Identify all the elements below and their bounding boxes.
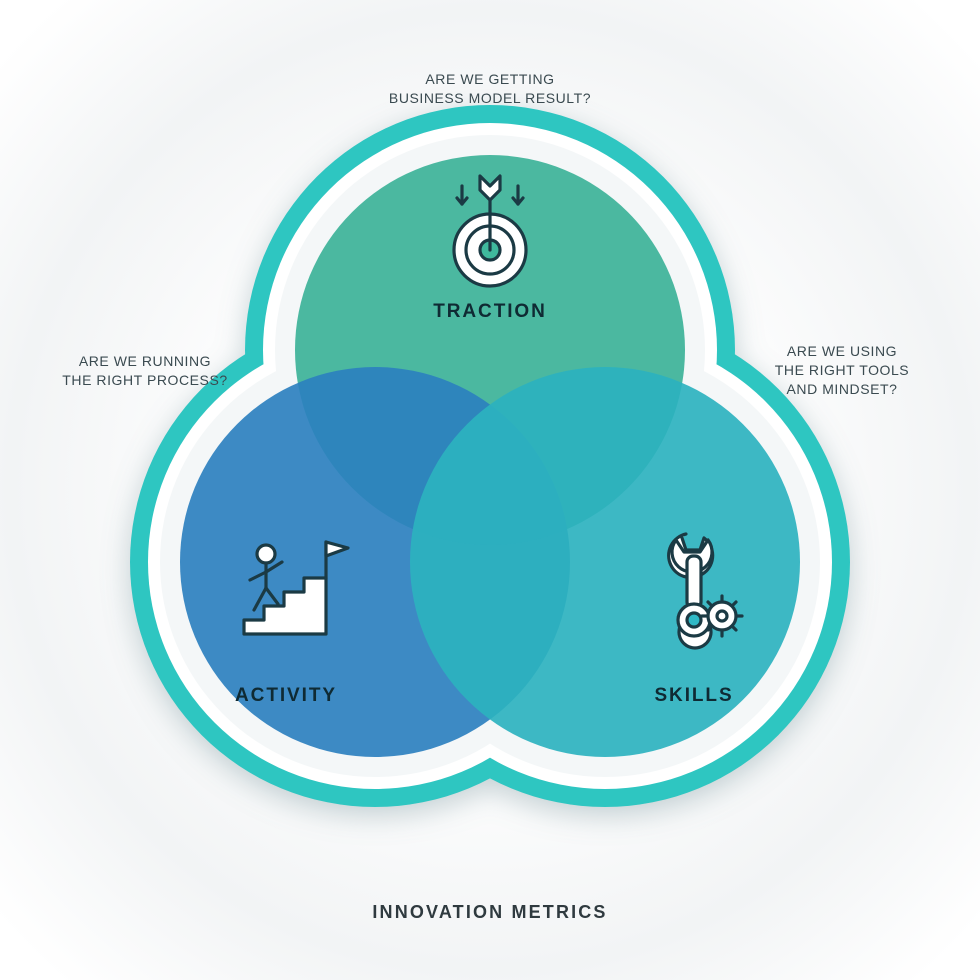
label-activity-text: ACTIVITY xyxy=(235,685,337,707)
caption-top-line2: BUSINESS MODEL RESULT? xyxy=(330,89,650,108)
caption-left-line1: ARE WE RUNNING xyxy=(35,352,255,371)
venn-circle-skills xyxy=(410,367,800,757)
diagram-title: INNOVATION METRICS xyxy=(0,902,980,923)
caption-right-line1: ARE WE USING xyxy=(732,342,952,361)
caption-top: ARE WE GETTING BUSINESS MODEL RESULT? xyxy=(330,70,650,108)
label-traction-text: TRACTION xyxy=(433,301,547,323)
caption-right-line3: AND MINDSET? xyxy=(732,380,952,399)
caption-left: ARE WE RUNNING THE RIGHT PROCESS? xyxy=(35,352,255,390)
caption-top-line1: ARE WE GETTING xyxy=(330,70,650,89)
caption-left-line2: THE RIGHT PROCESS? xyxy=(35,371,255,390)
caption-right: ARE WE USING THE RIGHT TOOLS AND MINDSET… xyxy=(732,342,952,399)
label-skills-text: SKILLS xyxy=(654,685,733,707)
venn-blob xyxy=(0,0,980,980)
caption-right-line2: THE RIGHT TOOLS xyxy=(732,361,952,380)
venn-diagram xyxy=(0,0,980,980)
